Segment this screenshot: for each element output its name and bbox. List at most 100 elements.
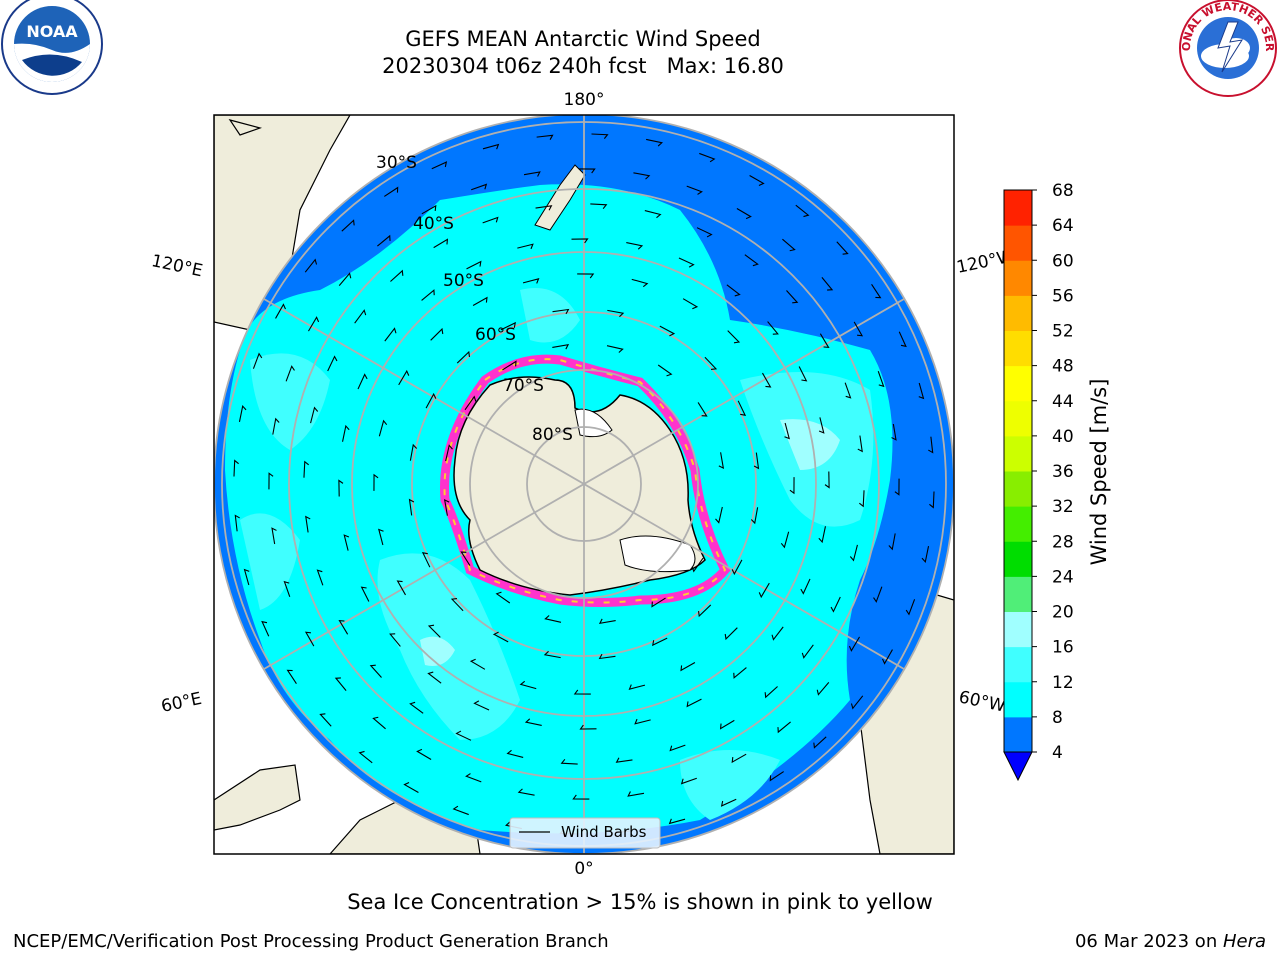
wind-barb (657, 364, 673, 377)
title-line-2: 20230304 t06z 240h fcst Max: 16.80 (382, 54, 784, 78)
wind-barb (354, 309, 367, 324)
wind-barb (341, 219, 355, 232)
wind-barb (373, 473, 379, 491)
colorbar-segment (1004, 295, 1032, 331)
wind-barb (421, 552, 431, 568)
wind-barb (460, 551, 471, 566)
wind-barb (358, 750, 373, 764)
colorbar-tick-label: 28 (1052, 532, 1074, 552)
wind-barb (678, 257, 695, 268)
wind-barb (286, 669, 297, 684)
graticule (221, 115, 947, 854)
wind-barb (327, 355, 338, 372)
wind-barb (830, 596, 841, 613)
wind-barb (921, 546, 930, 563)
wind-barb (736, 208, 752, 220)
wind-barb (628, 684, 646, 690)
wind-barb (727, 330, 741, 344)
wind-barb (767, 321, 779, 335)
wind-barb (731, 753, 747, 764)
wind-barb (338, 479, 344, 497)
wind-barb (455, 730, 472, 741)
wind-barb (891, 423, 897, 441)
wind-barb (502, 360, 517, 371)
wind-barb (308, 316, 320, 332)
wind-barb (816, 682, 830, 696)
wind-barb (544, 615, 562, 623)
wind-barb (319, 713, 332, 727)
wind-barb (850, 695, 864, 710)
wind-barb (579, 724, 597, 730)
wind-barb (646, 138, 663, 147)
wind-barb (360, 586, 370, 602)
wind-barb (652, 637, 668, 647)
wind-barb (372, 716, 386, 730)
lon-label-60w: 60°W (957, 687, 1007, 716)
wind-barb (853, 321, 864, 337)
wind-barb (252, 352, 263, 369)
colorbar-segment (1004, 611, 1032, 648)
sea-ice-edge-yellow (443, 358, 727, 604)
wind-barb (464, 395, 477, 411)
wind-barb (524, 718, 542, 726)
lon-label-120e: 120°E (150, 251, 205, 281)
wind-barb (519, 680, 537, 690)
lat-label-50s: 50°S (443, 271, 484, 291)
wind-barb (443, 498, 450, 516)
wind-barb (849, 544, 858, 562)
colorbar-segment (1004, 506, 1032, 542)
wind-barb (500, 321, 516, 331)
wind-barb (469, 658, 486, 670)
wind-barb (303, 460, 310, 478)
wind-barb (813, 736, 827, 749)
wind-barb (789, 477, 795, 495)
wind-barb (626, 242, 644, 250)
colorbar-tick-label: 32 (1052, 497, 1074, 517)
wind-barb (285, 365, 295, 382)
wind-barb (233, 459, 239, 477)
wind-barb (316, 569, 324, 586)
wind-barb (821, 277, 834, 291)
colorbar-tick-label: 44 (1052, 392, 1074, 412)
colorbar-tick-label: 56 (1052, 286, 1074, 306)
wind-barb (719, 719, 735, 730)
wind-barb (482, 216, 499, 224)
wind-barb (425, 392, 437, 409)
wind-barb (573, 689, 591, 695)
wind-barb (691, 557, 704, 573)
wind-barb (627, 791, 645, 797)
wind-barb (378, 528, 384, 546)
wind-barb (305, 515, 311, 533)
wind-barb (506, 749, 524, 758)
sea-ice-note: Sea Ice Concentration > 15% is shown in … (347, 890, 933, 914)
wind-barb (377, 234, 391, 247)
lat-label-70s: 70°S (503, 376, 544, 396)
wind-barb (733, 667, 747, 679)
wind-barb (798, 366, 808, 382)
wind-barb (686, 698, 702, 708)
wind-barb (466, 260, 482, 270)
wind-barb (234, 514, 240, 532)
wind-barb (390, 269, 404, 282)
wind-barb (535, 205, 553, 211)
wind-barb (764, 686, 778, 699)
wind-barb (697, 402, 708, 417)
wind-barb (699, 152, 716, 163)
wind-barb (715, 506, 723, 524)
wind-barb (753, 452, 760, 470)
wind-barb (697, 604, 712, 618)
wind-barb (762, 372, 772, 388)
wind-barb (343, 534, 350, 551)
wind-barb (572, 794, 590, 800)
wind-barb (905, 599, 916, 616)
map-area (214, 115, 954, 854)
wind-barb (784, 422, 790, 440)
wind-barb (686, 185, 703, 195)
wind-barb (261, 620, 270, 637)
wind-barb (471, 183, 488, 191)
wind-barb (334, 677, 347, 691)
wind-barb (378, 419, 388, 437)
legend: Wind Barbs (509, 817, 661, 849)
